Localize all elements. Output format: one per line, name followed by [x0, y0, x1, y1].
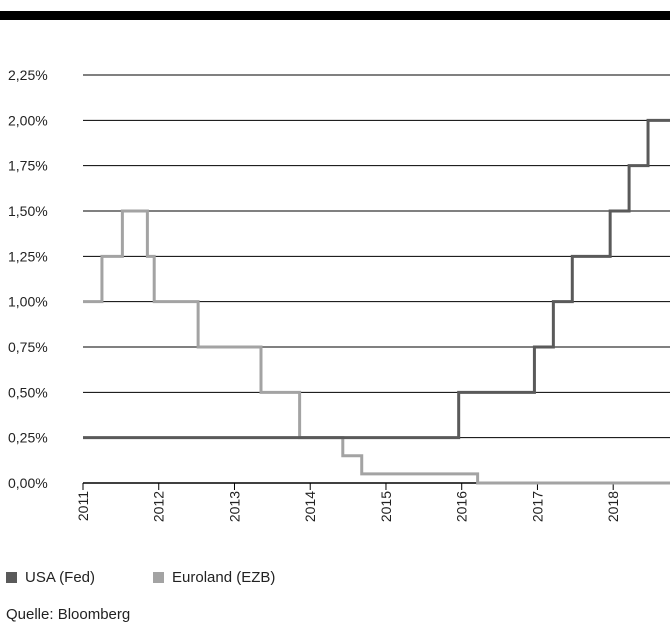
y-tick-label: 0,25%	[8, 430, 48, 446]
source-note: Quelle: Bloomberg	[6, 606, 131, 623]
x-tick-label: 2013	[226, 491, 242, 522]
y-tick-label: 1,00%	[8, 294, 48, 310]
legend-label-usa: USA (Fed)	[25, 569, 96, 586]
header-bar	[0, 11, 670, 20]
legend-swatch-euroland	[153, 572, 165, 583]
x-tick-label: 2012	[151, 491, 167, 522]
y-tick-label: 0,50%	[8, 384, 48, 400]
y-tick-label: 1,75%	[8, 158, 48, 174]
x-tick-label: 2015	[378, 491, 394, 522]
legend-swatch-usa	[6, 572, 17, 583]
y-tick-label: 2,00%	[8, 112, 48, 128]
legend-item-usa: USA (Fed)	[6, 569, 95, 586]
y-tick-label: 0,00%	[8, 475, 48, 491]
legend-item-euroland: Euroland (EZB)	[153, 569, 275, 586]
x-tick-label: 2016	[454, 491, 470, 522]
x-tick-label: 2011	[75, 491, 91, 521]
x-tick-label: 2017	[529, 491, 545, 522]
x-tick-label: 2018	[605, 491, 621, 522]
y-tick-label: 2,25%	[8, 67, 48, 83]
x-axis-ticks: 2011 2012 2013 2014 2015 2016 2017 2018	[75, 483, 621, 522]
y-axis-ticks: 0,00% 0,25% 0,50% 0,75% 1,00% 1,25% 1,50% 1,75%…	[8, 67, 48, 491]
series-lines	[83, 118, 670, 485]
x-tick-label: 2014	[302, 491, 318, 522]
y-tick-label: 0,75%	[8, 339, 48, 355]
interest-rate-chart: 0,00% 0,25% 0,50% 0,75% 1,00% 1,25% 1,50% 1,75%…	[8, 67, 670, 522]
series-line-usa	[83, 118, 670, 440]
legend: USA (Fed) Euroland (EZB)	[6, 569, 275, 586]
legend-label-euroland: Euroland (EZB)	[172, 569, 276, 586]
y-tick-label: 1,50%	[8, 203, 48, 219]
y-tick-label: 1,25%	[8, 248, 48, 264]
gridlines	[83, 74, 670, 484]
series-line-euroland	[83, 209, 670, 485]
